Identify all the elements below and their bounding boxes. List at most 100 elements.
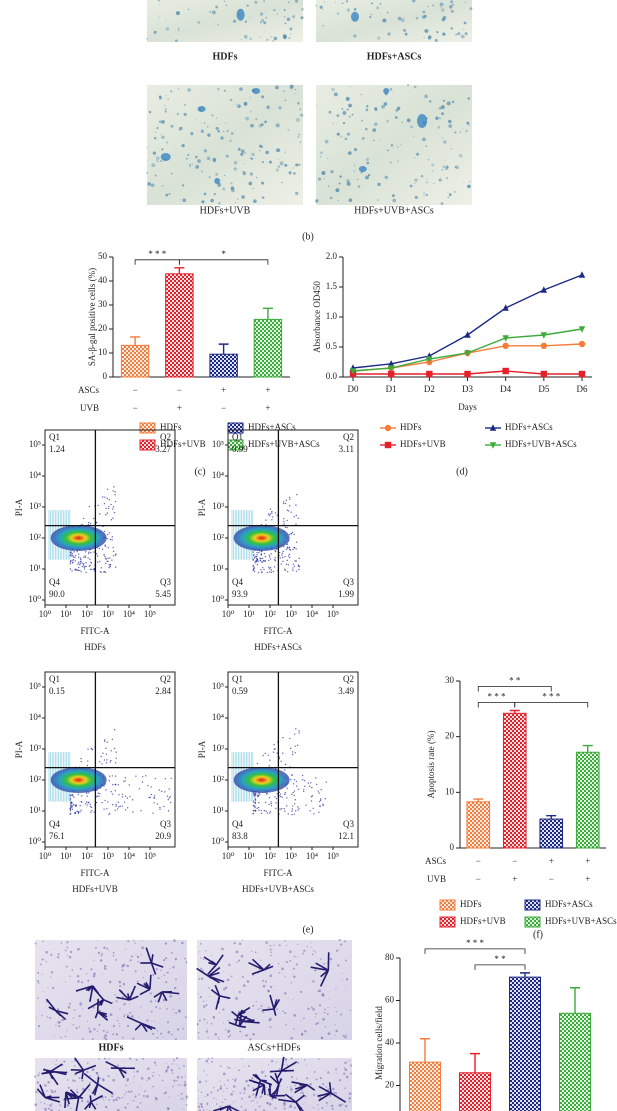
migration-speck (299, 1092, 302, 1094)
micrograph-speck (284, 99, 287, 102)
migration-speck (165, 1070, 167, 1073)
micrograph-speck (233, 160, 238, 165)
micrograph (147, 85, 303, 205)
migration-speck (218, 1012, 221, 1014)
event-dot (80, 760, 82, 763)
micrograph-speck (402, 155, 404, 157)
migration-speck (297, 956, 299, 958)
micrograph-speck (235, 103, 237, 106)
micrograph-speck (386, 120, 389, 123)
event-dot (269, 759, 271, 761)
migration-speck (66, 946, 69, 949)
marker (578, 271, 586, 278)
migration-speck (232, 1101, 234, 1103)
migration-speck (241, 1097, 243, 1100)
migration-speck (292, 967, 295, 970)
migration-speck (106, 1068, 108, 1070)
migration-speck (248, 1095, 251, 1098)
micrograph-speck (161, 148, 164, 151)
migrated-cell (42, 1068, 55, 1073)
migration-speck (86, 1100, 90, 1103)
migration-speck (165, 1062, 167, 1064)
micrograph-speck (324, 139, 329, 144)
migration-speck (111, 1001, 114, 1004)
migration-speck (206, 1022, 208, 1024)
panel-label: (c) (194, 466, 205, 477)
micrograph-speck (457, 32, 461, 36)
micrograph-speck (217, 182, 222, 187)
event-dot (114, 762, 117, 764)
event-dot (268, 554, 271, 557)
event-dot (282, 560, 284, 563)
migration-speck (104, 1034, 107, 1038)
migration-speck (184, 1075, 186, 1077)
micrograph-speck (164, 110, 167, 113)
legend-label: HDFs+UVB (160, 439, 206, 449)
event-dot (129, 795, 131, 798)
legend-label: HDFs (160, 422, 182, 432)
event-dot (293, 794, 295, 797)
migrated-cell (248, 961, 265, 971)
migration-speck (278, 944, 281, 947)
migration-speck (238, 942, 242, 946)
migration-speck (100, 959, 102, 962)
event-dot (135, 775, 137, 777)
event-dot (288, 496, 291, 499)
event-dot (294, 799, 296, 801)
marker (489, 424, 497, 431)
migration-speck (72, 1017, 75, 1019)
event-dot (252, 564, 254, 567)
event-dot (150, 786, 152, 788)
micrograph-speck (289, 84, 294, 89)
migration-speck (155, 1097, 158, 1101)
migration-speck (132, 1099, 135, 1102)
event-dot (254, 809, 257, 812)
significance-bracket (134, 259, 180, 265)
migration-speck (318, 989, 322, 993)
micrograph-speck (177, 29, 180, 32)
migrated-cell (243, 1020, 260, 1024)
event-dot (73, 551, 75, 553)
migration-speck (239, 1092, 242, 1094)
migration-speck (216, 1099, 217, 1101)
quadrant-value: 0.99 (232, 444, 248, 454)
micrograph-speck (252, 187, 254, 190)
micrograph-speck (400, 144, 402, 146)
event-dot (69, 568, 72, 570)
micrograph-speck (246, 4, 249, 7)
migration-speck (334, 1006, 336, 1008)
migration-speck (176, 1079, 178, 1082)
migration-speck (259, 1098, 260, 1100)
micrograph-speck (293, 172, 296, 175)
y-tick-label: 40 (98, 275, 108, 285)
micrograph-speck (427, 5, 429, 8)
migration-speck (334, 1034, 336, 1036)
migration-speck (205, 1080, 207, 1083)
bar (120, 344, 150, 378)
micrograph-speck (329, 196, 333, 200)
event-dot (255, 793, 257, 795)
event-dot (252, 554, 255, 556)
migration-speck (335, 1010, 338, 1013)
legend-swatch (439, 899, 456, 911)
migration-speck (200, 996, 202, 998)
migration-speck (205, 1096, 207, 1098)
micrograph-speck (389, 161, 392, 164)
micrograph-speck (295, 163, 299, 167)
quadrant-name: Q3 (343, 819, 354, 829)
micrograph-speck (353, 163, 355, 165)
migrated-cell (328, 1082, 332, 1094)
migration-speck (80, 1099, 84, 1103)
event-dot (90, 568, 93, 571)
migration-speck (119, 985, 122, 988)
event-dot (87, 552, 90, 555)
migration-speck (200, 957, 202, 959)
event-dot (92, 517, 95, 520)
migration-speck (81, 1038, 84, 1040)
migration-speck (185, 1098, 188, 1100)
migration-speck (153, 1061, 157, 1064)
micrograph-speck (423, 192, 426, 195)
migration-speck (166, 971, 169, 974)
migration-speck (234, 1100, 236, 1102)
event-dot (293, 790, 296, 792)
